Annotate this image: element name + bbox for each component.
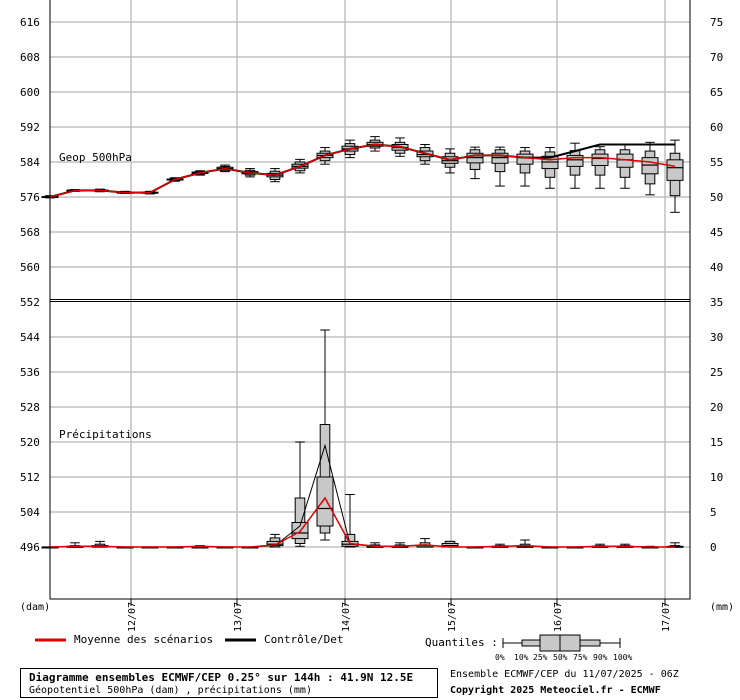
left-tick-label: 528 [20,401,40,414]
right-tick-label: 55 [710,156,723,169]
box-inner [516,153,534,165]
quantile-tick-label: 10% [514,653,529,662]
geop-mean-line [49,143,676,198]
box-inner [641,157,659,175]
precip-panel-label: Précipitations [59,428,152,441]
geop-panel-label: Geop 500hPa [59,151,132,164]
precip-mean-line [49,496,675,548]
right-tick-label: 35 [710,296,723,309]
right-tick-label: 45 [710,226,723,239]
geop-control-line [49,143,675,198]
date-labels: 12/07 13/07 14/07 15/07 16/07 17/07 [127,602,672,632]
right-tick-label: 65 [710,86,723,99]
box-inner [566,154,584,167]
date-label: 17/07 [661,602,672,632]
right-tick-label: 30 [710,331,723,344]
footer-subtitle: Géopotentiel 500hPa (dam) , précipitatio… [29,685,312,696]
date-label: 14/07 [341,602,352,632]
quantile-tick-label: 25% [533,653,548,662]
right-tick-label: 75 [710,16,723,29]
right-tick-label: 50 [710,191,723,204]
precip-control-line [49,443,675,548]
right-tick-label: 40 [710,261,723,274]
left-tick-label: 536 [20,366,40,379]
quantile-tick-label: 50% [553,653,568,662]
grid-lines [50,0,690,606]
left-tick-label: 496 [20,541,40,554]
copyright: Copyright 2025 Meteociel.fr - ECMWF [450,685,661,696]
left-tick-label: 560 [20,261,40,274]
right-axis-unit: (mm) [710,602,734,613]
left-tick-label: 584 [20,156,40,169]
quantile-legend [502,634,621,652]
left-tick-label: 568 [20,226,40,239]
footer-title-box: Diagramme ensembles ECMWF/CEP 0.25° sur … [20,668,438,698]
right-tick-label: 0 [710,541,717,554]
left-tick-label: 608 [20,51,40,64]
legend-mean-label: Moyenne des scénarios [74,633,213,646]
box-outer [294,497,306,544]
left-tick-label: 552 [20,296,40,309]
plot-frame [49,0,691,600]
left-tick-label: 600 [20,86,40,99]
right-tick-label: 60 [710,121,723,134]
series-lines [49,143,676,548]
quantile-tick-label: 90% [593,653,608,662]
date-label: 13/07 [233,602,244,632]
footer-title: Diagramme ensembles ECMWF/CEP 0.25° sur … [29,671,414,684]
left-tick-label: 512 [20,471,40,484]
left-tick-label: 504 [20,506,40,519]
geop-boxes [41,136,684,213]
right-tick-label: 20 [710,401,723,414]
left-tick-label: 592 [20,121,40,134]
right-tick-label: 70 [710,51,723,64]
quantile-tick-label: 0% [495,653,505,662]
box-inner [666,159,684,181]
quantile-tick-label: 100% [613,653,632,662]
quantiles-label: Quantiles : [425,636,498,649]
left-tick-label: 520 [20,436,40,449]
right-tick-label: 10 [710,471,723,484]
box-inner [591,153,609,166]
right-tick-label: 25 [710,366,723,379]
date-label: 12/07 [127,602,138,632]
run-info: Ensemble ECMWF/CEP du 11/07/2025 - 06Z [450,669,679,680]
right-tick-label: 5 [710,506,717,519]
right-tick-label: 15 [710,436,723,449]
left-tick-label: 544 [20,331,40,344]
left-axis-unit: (dam) [20,602,50,613]
left-tick-label: 616 [20,16,40,29]
left-tick-label: 576 [20,191,40,204]
date-label: 15/07 [447,602,458,632]
box-inner [491,152,509,164]
legend-control-label: Contrôle/Det [264,633,343,646]
quantile-tick-label: 75% [573,653,588,662]
date-label: 16/07 [553,602,564,632]
box-inner [316,476,334,527]
quantile-tick-labels: 0% 10% 25% 50% 75% 90% 100% [495,653,632,662]
box-outer [344,533,356,548]
